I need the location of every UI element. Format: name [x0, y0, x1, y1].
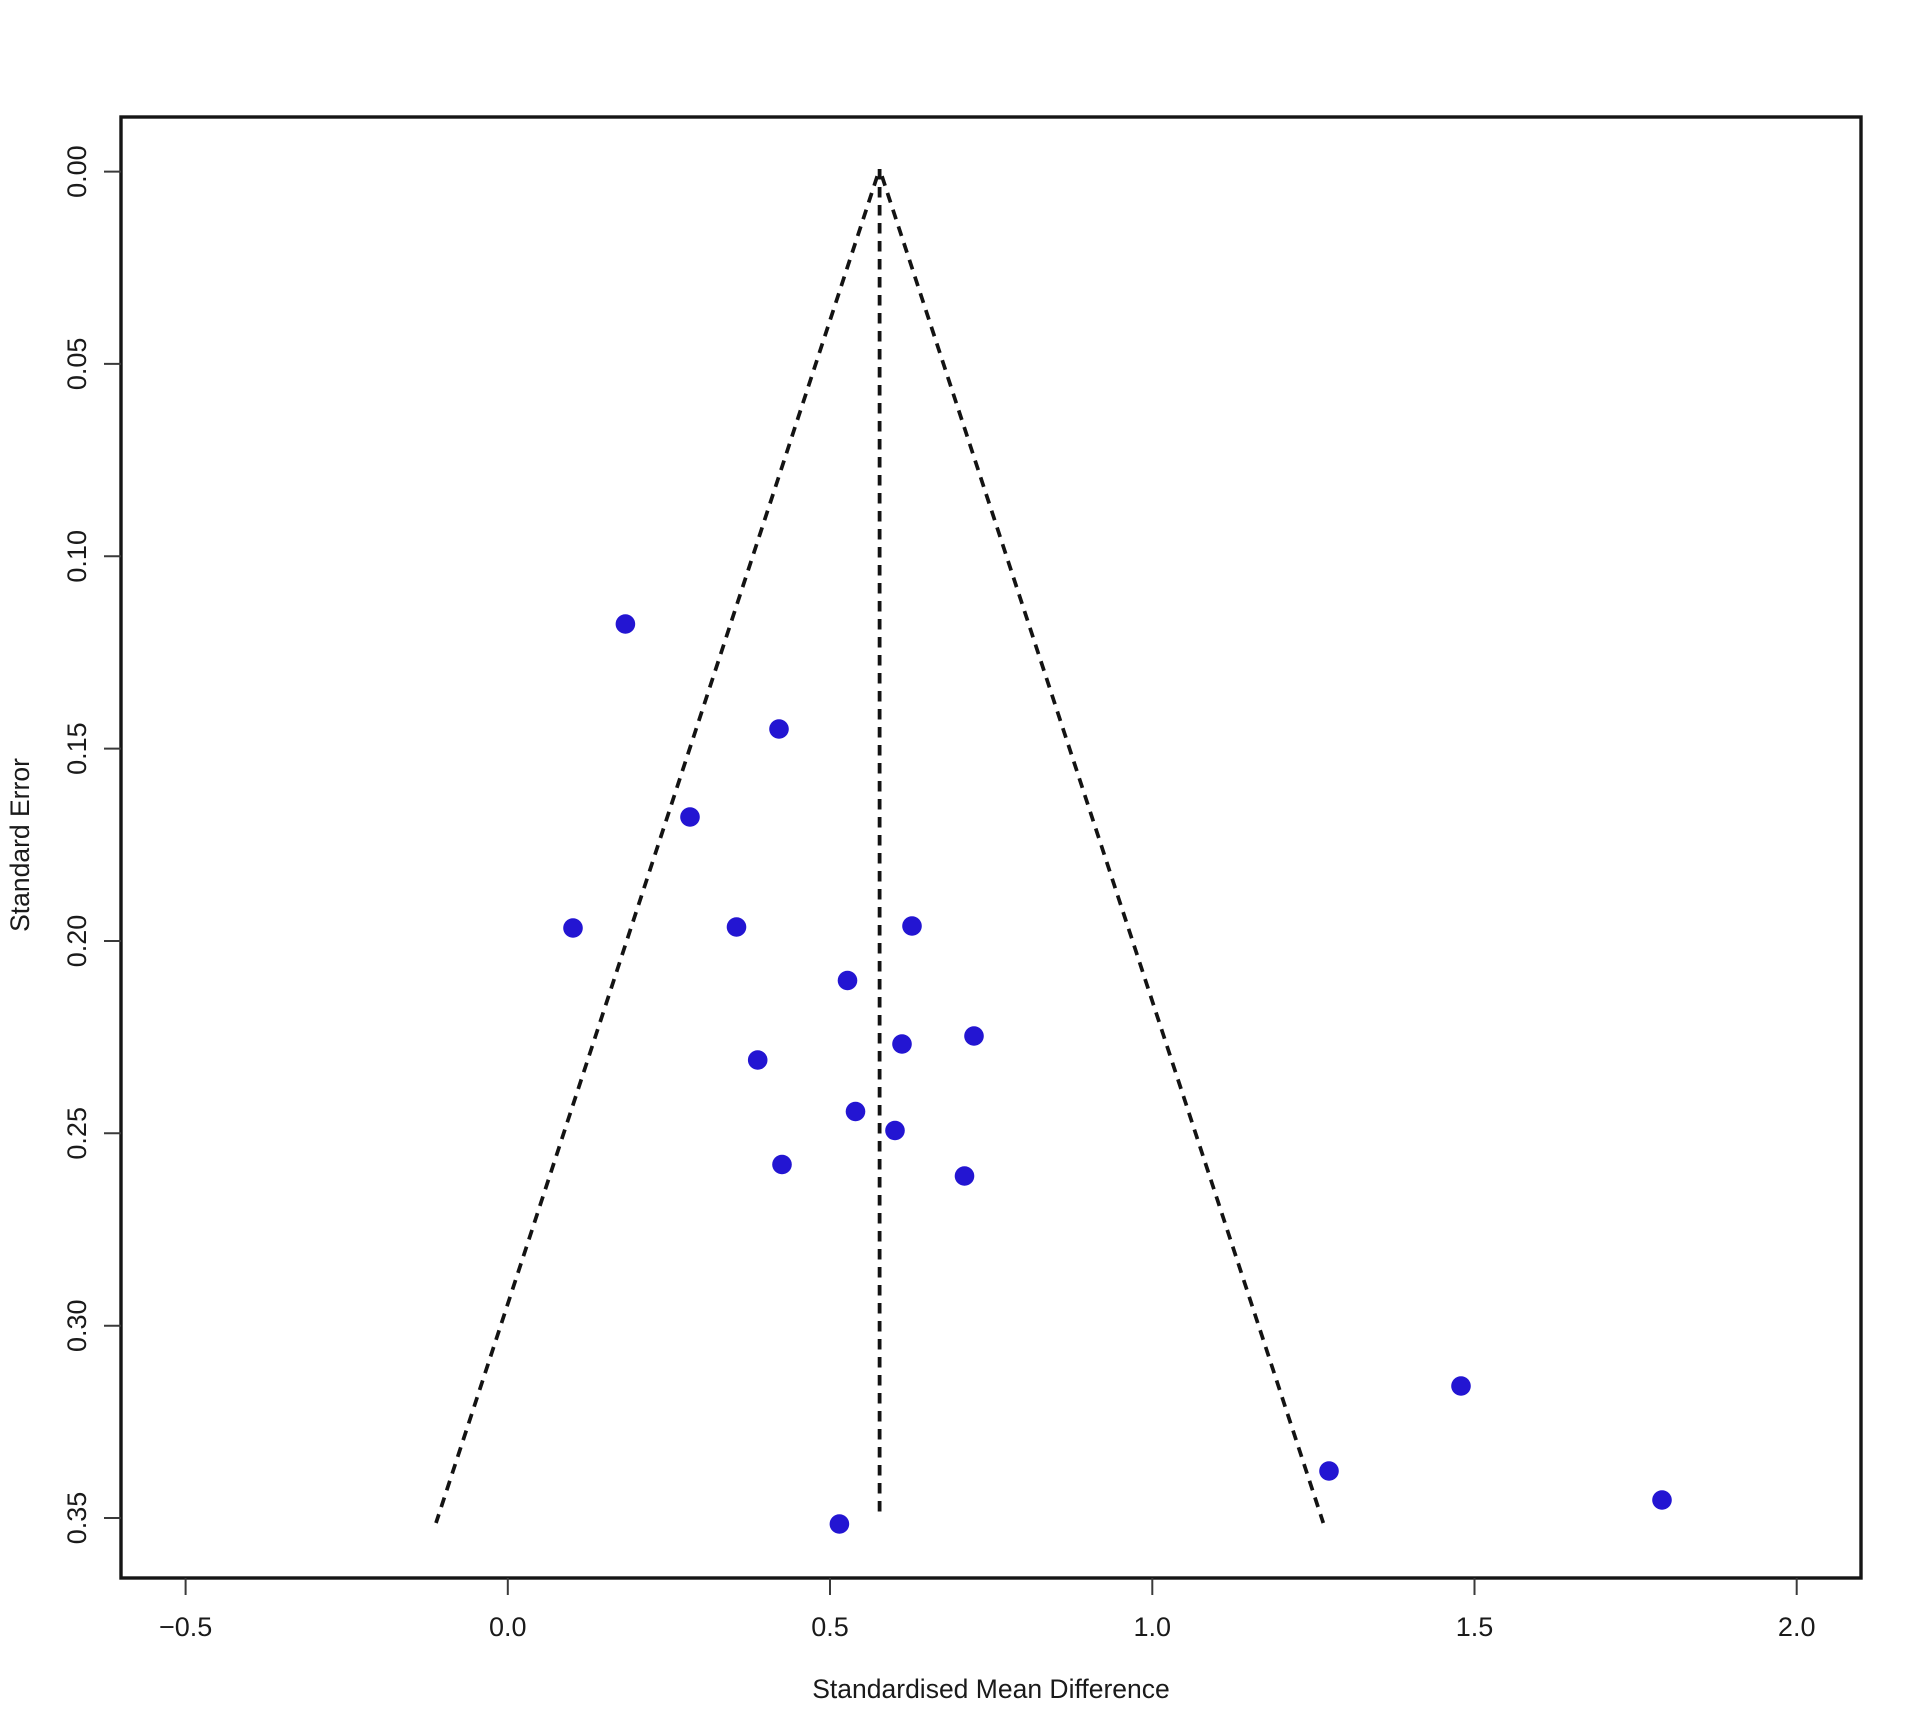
svg-text:0.05: 0.05 — [62, 338, 92, 391]
svg-text:1.5: 1.5 — [1456, 1612, 1494, 1642]
svg-text:0.15: 0.15 — [62, 722, 92, 775]
svg-text:Standard Error: Standard Error — [5, 758, 35, 932]
svg-text:Standardised Mean Difference: Standardised Mean Difference — [812, 1674, 1169, 1704]
svg-text:0.30: 0.30 — [62, 1299, 92, 1352]
svg-text:2.0: 2.0 — [1778, 1612, 1816, 1642]
svg-text:1.0: 1.0 — [1134, 1612, 1172, 1642]
svg-text:0.10: 0.10 — [62, 530, 92, 583]
svg-text:−0.5: −0.5 — [159, 1612, 212, 1642]
svg-text:0.20: 0.20 — [62, 915, 92, 968]
svg-text:0.00: 0.00 — [62, 145, 92, 198]
svg-text:0.0: 0.0 — [489, 1612, 527, 1642]
svg-text:0.35: 0.35 — [62, 1492, 92, 1545]
svg-text:0.25: 0.25 — [62, 1107, 92, 1160]
svg-text:0.5: 0.5 — [811, 1612, 849, 1642]
